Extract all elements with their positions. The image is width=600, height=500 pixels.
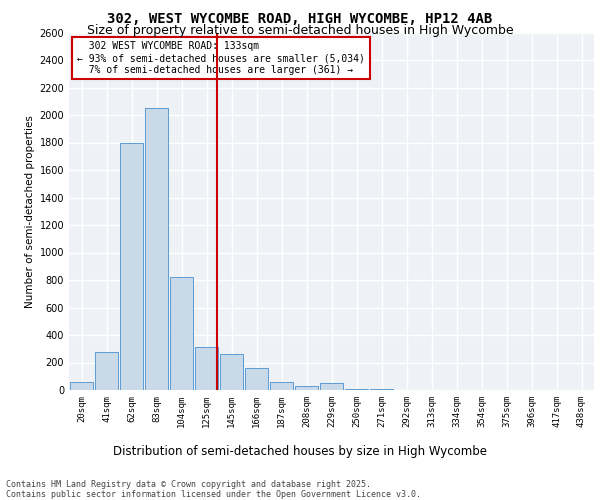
Bar bbox=[170, 277, 193, 390]
Bar bbox=[120, 142, 143, 390]
Bar bbox=[95, 352, 118, 390]
Text: 302 WEST WYCOMBE ROAD: 133sqm
← 93% of semi-detached houses are smaller (5,034)
: 302 WEST WYCOMBE ROAD: 133sqm ← 93% of s… bbox=[77, 42, 365, 74]
Bar bbox=[320, 383, 343, 390]
Text: Distribution of semi-detached houses by size in High Wycombe: Distribution of semi-detached houses by … bbox=[113, 444, 487, 458]
Text: Contains HM Land Registry data © Crown copyright and database right 2025.
Contai: Contains HM Land Registry data © Crown c… bbox=[6, 480, 421, 499]
Bar bbox=[70, 382, 93, 390]
Y-axis label: Number of semi-detached properties: Number of semi-detached properties bbox=[25, 115, 35, 308]
Bar bbox=[345, 388, 368, 390]
Text: Size of property relative to semi-detached houses in High Wycombe: Size of property relative to semi-detach… bbox=[86, 24, 514, 37]
Bar bbox=[295, 386, 318, 390]
Text: 302, WEST WYCOMBE ROAD, HIGH WYCOMBE, HP12 4AB: 302, WEST WYCOMBE ROAD, HIGH WYCOMBE, HP… bbox=[107, 12, 493, 26]
Bar bbox=[245, 368, 268, 390]
Bar bbox=[145, 108, 168, 390]
Bar bbox=[220, 354, 243, 390]
Bar bbox=[195, 348, 218, 390]
Bar bbox=[270, 382, 293, 390]
